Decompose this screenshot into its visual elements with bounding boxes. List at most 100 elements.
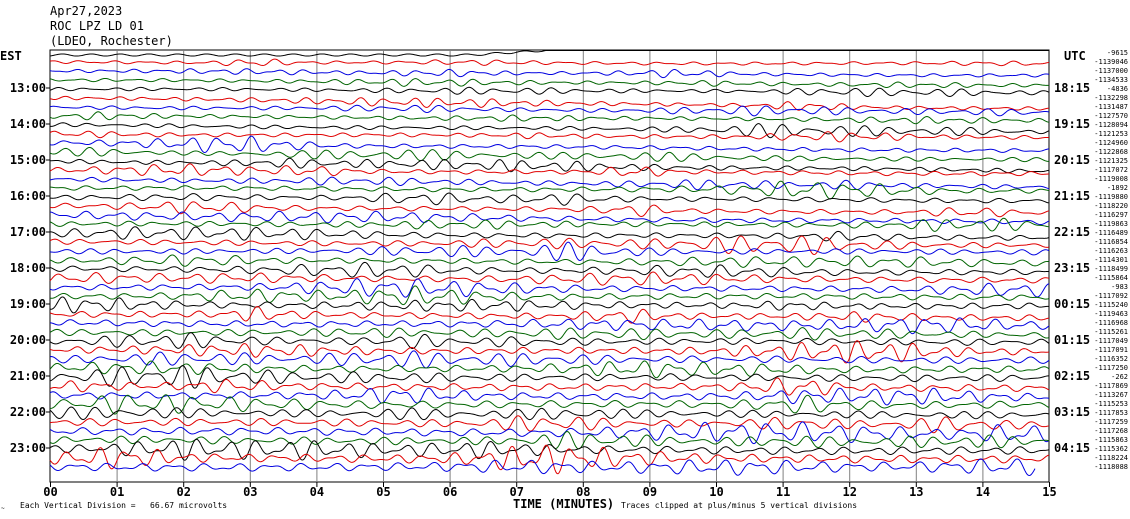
utc-hour-label: 19:15 bbox=[1054, 117, 1090, 131]
seismic-trace-red bbox=[49, 444, 1050, 475]
seismic-trace-red bbox=[49, 271, 1050, 286]
est-hour-label: 20:00 bbox=[10, 333, 46, 347]
utc-hour-label: 04:15 bbox=[1054, 441, 1090, 455]
utc-hour-label: 01:15 bbox=[1054, 333, 1090, 347]
x-tick-label: 04 bbox=[310, 485, 324, 499]
trace-offset-label: -1116263 bbox=[1094, 247, 1128, 255]
seismic-trace-red bbox=[49, 58, 1050, 67]
seismic-trace-red bbox=[49, 415, 1050, 434]
trace-offset-label: -1117091 bbox=[1094, 346, 1128, 354]
seismic-trace-blue bbox=[49, 278, 1050, 298]
utc-hour-label: 00:15 bbox=[1054, 297, 1090, 311]
trace-offset-label: -1115362 bbox=[1094, 445, 1128, 453]
seismic-trace-red bbox=[49, 95, 1050, 111]
trace-offset-label: -1892 bbox=[1107, 184, 1128, 192]
seismic-trace-black bbox=[49, 226, 1050, 242]
trace-offset-label: -1115863 bbox=[1094, 436, 1128, 444]
trace-offset-label: -1132298 bbox=[1094, 94, 1128, 102]
trace-offset-label: -1121325 bbox=[1094, 157, 1128, 165]
scale-note: Each Vertical Division = 66.67 microvolt… bbox=[20, 501, 227, 510]
trace-offset-label: -1116854 bbox=[1094, 238, 1128, 246]
seismic-trace-green bbox=[49, 327, 1050, 341]
trace-offset-label: -1118499 bbox=[1094, 265, 1128, 273]
x-tick-label: 15 bbox=[1042, 485, 1056, 499]
x-tick-label: 05 bbox=[376, 485, 390, 499]
seismic-trace-black bbox=[49, 50, 1049, 57]
trace-offset-label: -4836 bbox=[1107, 85, 1128, 93]
est-hour-label: 14:00 bbox=[10, 117, 46, 131]
x-tick-label: 13 bbox=[909, 485, 923, 499]
seismic-trace-black bbox=[49, 86, 1050, 97]
trace-offset-label: -1117259 bbox=[1094, 418, 1128, 426]
seismic-trace-blue bbox=[49, 421, 1050, 445]
x-tick-label: 08 bbox=[576, 485, 590, 499]
trace-offset-label: -1116489 bbox=[1094, 229, 1128, 237]
seismic-trace-green bbox=[49, 360, 1050, 379]
seismic-trace-red bbox=[49, 340, 1050, 364]
seismic-trace-black bbox=[49, 438, 1050, 461]
seismic-trace-black bbox=[49, 406, 1050, 421]
trace-offset-label: -983 bbox=[1111, 283, 1128, 291]
trace-layer bbox=[49, 50, 1050, 477]
utc-hour-label: 21:15 bbox=[1054, 189, 1090, 203]
trace-offset-label: -1115240 bbox=[1094, 301, 1128, 309]
trace-offset-label: -1118088 bbox=[1094, 463, 1128, 471]
seismic-trace-black bbox=[49, 157, 1050, 174]
trace-offset-label: -1128094 bbox=[1094, 121, 1128, 129]
seismic-trace-black bbox=[49, 261, 1050, 278]
seismic-trace-blue bbox=[49, 68, 1050, 79]
utc-hour-label: 02:15 bbox=[1054, 369, 1090, 383]
est-hour-label: 13:00 bbox=[10, 81, 46, 95]
trace-offset-label: -1118220 bbox=[1094, 202, 1128, 210]
est-hour-label: 15:00 bbox=[10, 153, 46, 167]
seismic-trace-red bbox=[49, 306, 1050, 324]
trace-offset-label: -1114301 bbox=[1094, 256, 1128, 264]
seismic-trace-red bbox=[49, 130, 1050, 143]
right-axis-label: UTC bbox=[1064, 49, 1086, 63]
header-network: (LDEO, Rochester) bbox=[50, 34, 173, 48]
seismic-trace-red bbox=[49, 163, 1049, 177]
seismic-trace-red bbox=[49, 235, 1050, 256]
seismic-trace-blue bbox=[49, 241, 1050, 262]
seismic-trace-black bbox=[49, 192, 1050, 206]
x-tick-label: 12 bbox=[842, 485, 856, 499]
header-station: ROC LPZ LD 01 bbox=[50, 19, 144, 33]
trace-offset-label: -1117268 bbox=[1094, 427, 1128, 435]
trace-offset-label: -1127570 bbox=[1094, 112, 1128, 120]
trace-offset-label: -1119463 bbox=[1094, 310, 1128, 318]
utc-hour-label: 18:15 bbox=[1054, 81, 1090, 95]
seismic-trace-black bbox=[49, 296, 1050, 314]
seismic-trace-blue bbox=[49, 350, 1050, 369]
trace-offset-label: -1131487 bbox=[1094, 103, 1128, 111]
seismic-trace-blue bbox=[49, 104, 1050, 117]
est-hour-label: 16:00 bbox=[10, 189, 46, 203]
label-layer: 00 01 02 03 04 05 06 07 08 09 10 11 12 13 14 15 13:00 14:… bbox=[10, 49, 1128, 499]
est-hour-label: 21:00 bbox=[10, 369, 46, 383]
trace-offset-label: -1116297 bbox=[1094, 211, 1128, 219]
trace-offset-label: -1139046 bbox=[1094, 58, 1128, 66]
trace-offset-label: -1137000 bbox=[1094, 67, 1128, 75]
trace-offset-label: -1113267 bbox=[1094, 391, 1128, 399]
utc-hour-label: 03:15 bbox=[1054, 405, 1090, 419]
trace-offset-label: -1115253 bbox=[1094, 400, 1128, 408]
corner-mark: ~ bbox=[1, 505, 5, 512]
x-tick-label: 11 bbox=[776, 485, 790, 499]
seismic-trace-blue bbox=[49, 317, 1050, 335]
x-axis-title: TIME (MINUTES) bbox=[513, 497, 614, 511]
seismic-trace-black bbox=[49, 332, 1050, 349]
seismic-trace-green bbox=[49, 77, 1050, 88]
seismic-trace-blue bbox=[49, 210, 1050, 226]
x-tick-label: 07 bbox=[509, 485, 523, 499]
seismic-trace-green bbox=[49, 254, 1050, 268]
x-tick-label: 06 bbox=[443, 485, 457, 499]
utc-hour-label: 20:15 bbox=[1054, 153, 1090, 167]
utc-hour-label: 22:15 bbox=[1054, 225, 1090, 239]
seismic-trace-green bbox=[49, 217, 1050, 232]
trace-offset-label: -1115864 bbox=[1094, 274, 1128, 282]
clip-note: Traces clipped at plus/minus 5 vertical … bbox=[621, 501, 857, 510]
trace-offset-label: -1117049 bbox=[1094, 337, 1128, 345]
seismic-trace-green bbox=[49, 394, 1050, 415]
trace-offset-label: -1117869 bbox=[1094, 382, 1128, 390]
x-tick-label: 14 bbox=[976, 485, 990, 499]
